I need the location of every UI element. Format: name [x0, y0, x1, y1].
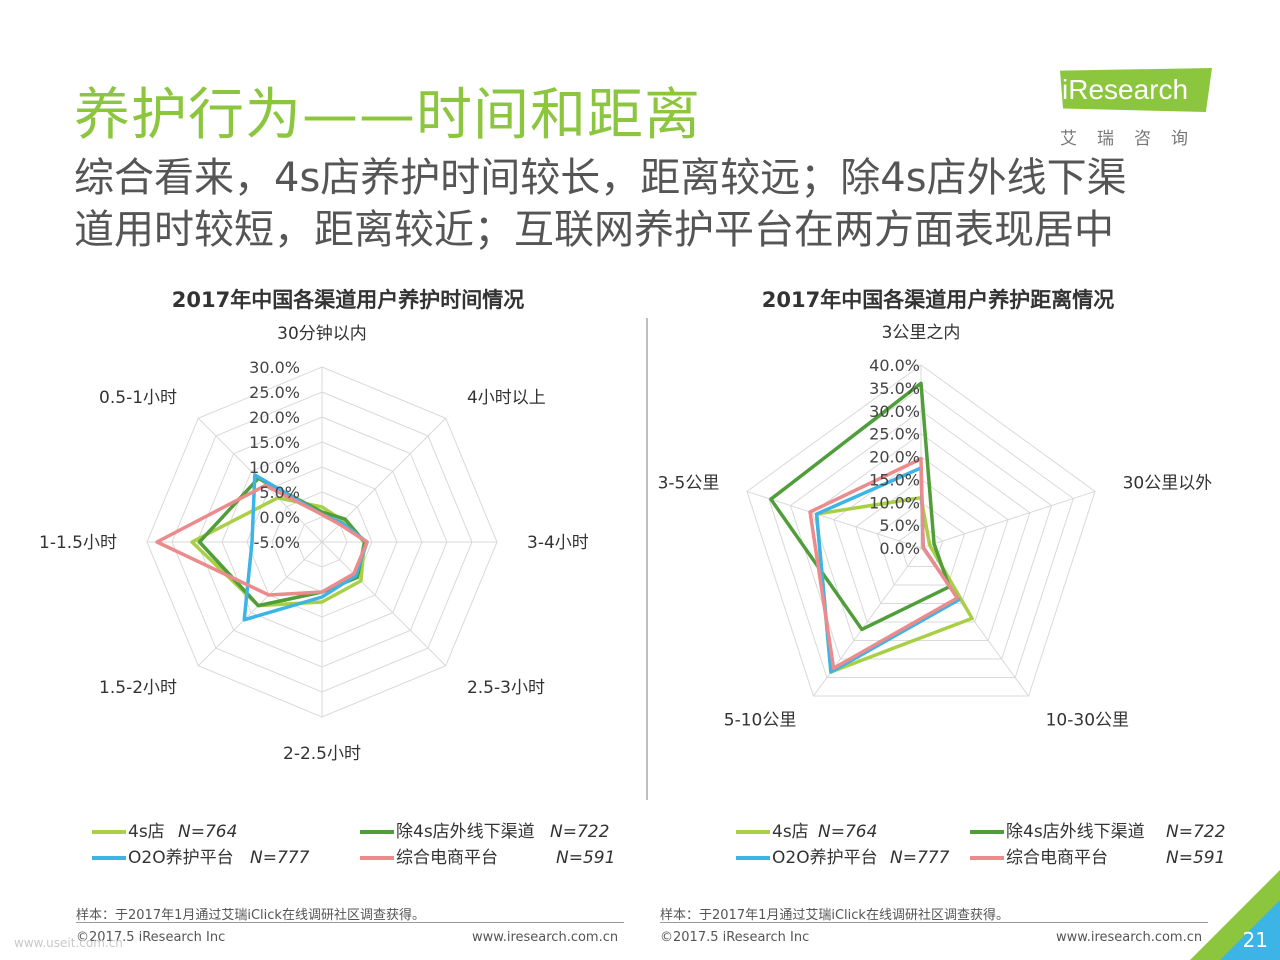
- sample-note-left: 样本：于2017年1月通过艾瑞iClick在线调研社区调查获得。: [76, 908, 425, 923]
- legend-item-o2o: O2O养护平台: [92, 847, 234, 869]
- legend-n: N=591: [556, 848, 616, 868]
- distance-grid-ring: [855, 478, 987, 605]
- legend-swatch: [360, 830, 394, 834]
- distance-axis-label: 10-30公里: [1046, 711, 1129, 731]
- distance-spoke: [920, 490, 1096, 549]
- time-tick-label: 15.0%: [249, 433, 300, 452]
- legend-swatch: [970, 856, 1004, 860]
- page-title: 养护行为——时间和距离: [74, 83, 701, 148]
- distance-axis-label: 5-10公里: [724, 711, 797, 731]
- legend-item-o2o: O2O养护平台: [736, 847, 878, 869]
- legend-swatch: [970, 830, 1004, 834]
- legend-label: O2O养护平台: [128, 848, 234, 868]
- distance-axis-label: 30公里以外: [1123, 473, 1213, 493]
- distance-grid-ring: [876, 501, 966, 586]
- legend-n: N=777: [250, 848, 310, 868]
- chart-divider: [646, 318, 648, 800]
- legend-n: N=591: [1166, 848, 1226, 868]
- footer-rule-left: [76, 922, 624, 923]
- time-tick-label: -5.0%: [254, 533, 300, 552]
- distance-tick-label: 15.0%: [869, 470, 920, 489]
- legend-swatch: [92, 856, 126, 860]
- distance-axis-label: 3公里之内: [882, 323, 961, 343]
- legend-label: 4s店: [128, 822, 165, 842]
- legend-n: N=722: [1166, 822, 1226, 842]
- legend-item-ecom: 综合电商平台: [360, 847, 498, 869]
- distance-series-offline: [769, 381, 951, 632]
- logo-background: [1060, 68, 1212, 112]
- distance-grid-ring: [898, 524, 944, 568]
- time-series-ecom: [155, 483, 369, 597]
- time-tick-label: 10.0%: [249, 458, 300, 477]
- sample-note-right: 样本：于2017年1月通过艾瑞iClick在线调研社区调查获得。: [660, 908, 1009, 923]
- time-tick-label: 25.0%: [249, 383, 300, 402]
- legend-swatch: [736, 856, 770, 860]
- copyright-right: ©2017.5 iResearch Inc: [660, 930, 810, 945]
- distance-chart-title: 2017年中国各渠道用户养护距离情况: [761, 288, 1115, 312]
- page-number: 21: [1242, 928, 1268, 952]
- legend-n: N=777: [890, 848, 950, 868]
- subtitle-line-1: 综合看来，4s店养护时间较长，距离较远；除4s店外线下渠: [74, 155, 1127, 201]
- legend-label: 除4s店外线下渠道: [1006, 822, 1145, 842]
- footer-rule-right: [660, 922, 1208, 923]
- distance-tick-label: 35.0%: [869, 379, 920, 398]
- logo-subtext: 艾瑞咨询: [1060, 129, 1208, 149]
- distance-series-ecom: [808, 457, 960, 671]
- distance-grid-ring: [811, 433, 1031, 642]
- page-subtitle: 综合看来，4s店养护时间较长，距离较远；除4s店外线下渠 道用时较短，距离较近；…: [74, 152, 1224, 256]
- legend-swatch: [360, 856, 394, 860]
- website-link-right[interactable]: www.iresearch.com.cn: [1056, 930, 1203, 945]
- distance-tick-label: 30.0%: [869, 402, 920, 421]
- distance-tick-label: 0.0%: [879, 539, 920, 558]
- legend-n: N=722: [550, 822, 610, 842]
- time-tick-label: 0.0%: [259, 508, 300, 527]
- logo-text: iResearch: [1062, 74, 1189, 105]
- time-chart-title: 2017年中国各渠道用户养护时间情况: [171, 288, 525, 312]
- legend-item-4s: 4s店: [92, 821, 165, 843]
- time-tick-label: 20.0%: [249, 408, 300, 427]
- distance-tick-label: 10.0%: [869, 493, 920, 512]
- legend-item-offline: 除4s店外线下渠道: [360, 821, 535, 843]
- legend-swatch: [92, 830, 126, 834]
- distance-grid-ring: [789, 410, 1053, 660]
- distance-axis-label: 3-5公里: [658, 473, 720, 493]
- legend-label: 综合电商平台: [1006, 848, 1108, 868]
- distance-grid-ring: [746, 364, 1096, 697]
- time-axis-label: 0.5-1小时: [99, 388, 177, 408]
- distance-spoke: [746, 490, 922, 549]
- time-axis-label: 2-2.5小时: [283, 744, 361, 764]
- time-tick-label: 5.0%: [259, 483, 300, 502]
- time-axis-label: 30分钟以内: [277, 324, 367, 344]
- legend-n: N=764: [818, 822, 878, 842]
- legend-item-offline: 除4s店外线下渠道: [970, 821, 1145, 843]
- legend-label: 综合电商平台: [396, 848, 498, 868]
- legend-item-ecom: 综合电商平台: [970, 847, 1108, 869]
- copyright-left: ©2017.5 iResearch Inc: [76, 930, 226, 945]
- distance-tick-label: 20.0%: [869, 448, 920, 467]
- legend-label: 除4s店外线下渠道: [396, 822, 535, 842]
- legend-swatch: [736, 830, 770, 834]
- legend-label: 4s店: [772, 822, 809, 842]
- legend-item-4s: 4s店: [736, 821, 809, 843]
- time-spoke: [321, 541, 447, 667]
- distance-series-4s: [814, 495, 974, 674]
- website-link-left[interactable]: www.iresearch.com.cn: [472, 930, 619, 945]
- time-axis-label: 1.5-2小时: [99, 678, 177, 698]
- distance-tick-label: 5.0%: [879, 516, 920, 535]
- time-axis-label: 2.5-3小时: [467, 678, 545, 698]
- subtitle-line-2: 道用时较短，距离较近；互联网养护平台在两方面表现居中: [74, 207, 1114, 253]
- corner-decoration: [1190, 870, 1280, 960]
- distance-tick-label: 40.0%: [869, 356, 920, 375]
- legend-n: N=764: [178, 822, 238, 842]
- legend-label: O2O养护平台: [772, 848, 878, 868]
- time-tick-label: 30.0%: [249, 358, 300, 377]
- iresearch-logo: iResearch 艾瑞咨询: [1060, 68, 1220, 149]
- time-axis-label: 3-4小时: [527, 533, 589, 553]
- time-axis-label: 4小时以上: [467, 388, 546, 408]
- time-axis-label: 1-1.5小时: [39, 533, 117, 553]
- watermark: www.useit.com.cn: [14, 936, 123, 950]
- distance-tick-label: 25.0%: [869, 425, 920, 444]
